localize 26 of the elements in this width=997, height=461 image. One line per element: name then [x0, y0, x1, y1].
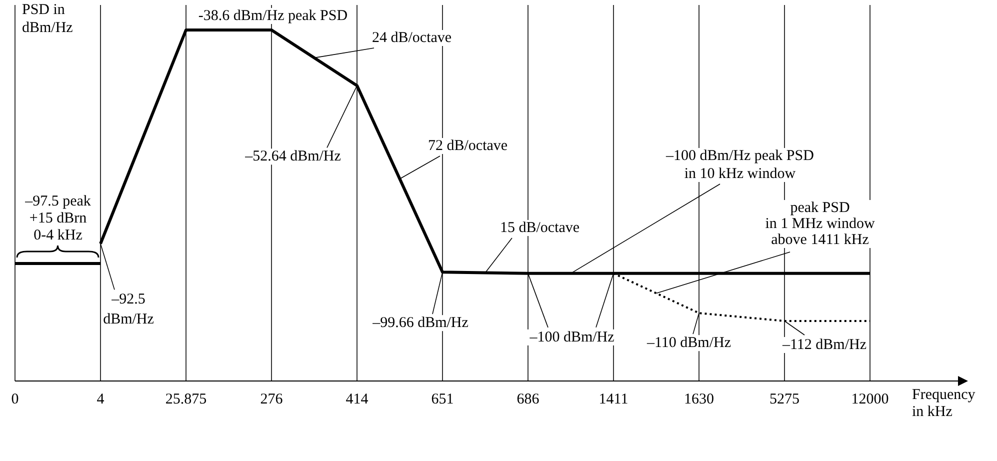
data-label: –97.5 peak +15 dBrn 0-4 kHz: [24, 194, 92, 244]
data-label: –92.5 dBm/Hz: [103, 292, 154, 328]
data-label: –110 dBm/Hz: [646, 335, 732, 352]
x-tick-label: 651: [431, 392, 454, 408]
x-tick-label: 5275: [770, 392, 800, 408]
data-label: –100 dBm/Hz: [528, 329, 615, 346]
annotation: –100 dBm/Hz peak PSD in 10 kHz window: [665, 148, 814, 182]
y-axis-title: PSD in dBm/Hz: [22, 2, 74, 36]
annotation: 24 dB/octave: [372, 30, 452, 46]
x-tick-label: 12000: [851, 392, 889, 408]
data-label: –112 dBm/Hz: [781, 337, 867, 353]
x-tick-label: 414: [346, 392, 369, 408]
x-tick-label: 686: [516, 392, 540, 408]
annotation: 72 dB/octave: [428, 138, 508, 154]
x-tick-label: 25.875: [165, 392, 207, 408]
data-label: –52.64 dBm/Hz: [244, 148, 342, 165]
x-tick-label: 276: [260, 392, 284, 408]
data-label: -38.6 dBm/Hz peak PSD: [198, 8, 348, 24]
x-axis-title: Frequency in kHz: [912, 387, 976, 420]
annotation: 15 dB/octave: [500, 220, 580, 236]
text: peak PSD in 1 MHz window above 1411 kHz: [765, 200, 875, 248]
x-tick-label: 1411: [598, 392, 628, 408]
data-label: –99.66 dBm/Hz: [372, 315, 469, 332]
x-tick-label: 4: [96, 392, 105, 408]
x-tick-label: 1630: [684, 392, 714, 408]
x-tick-label: 0: [11, 392, 19, 408]
